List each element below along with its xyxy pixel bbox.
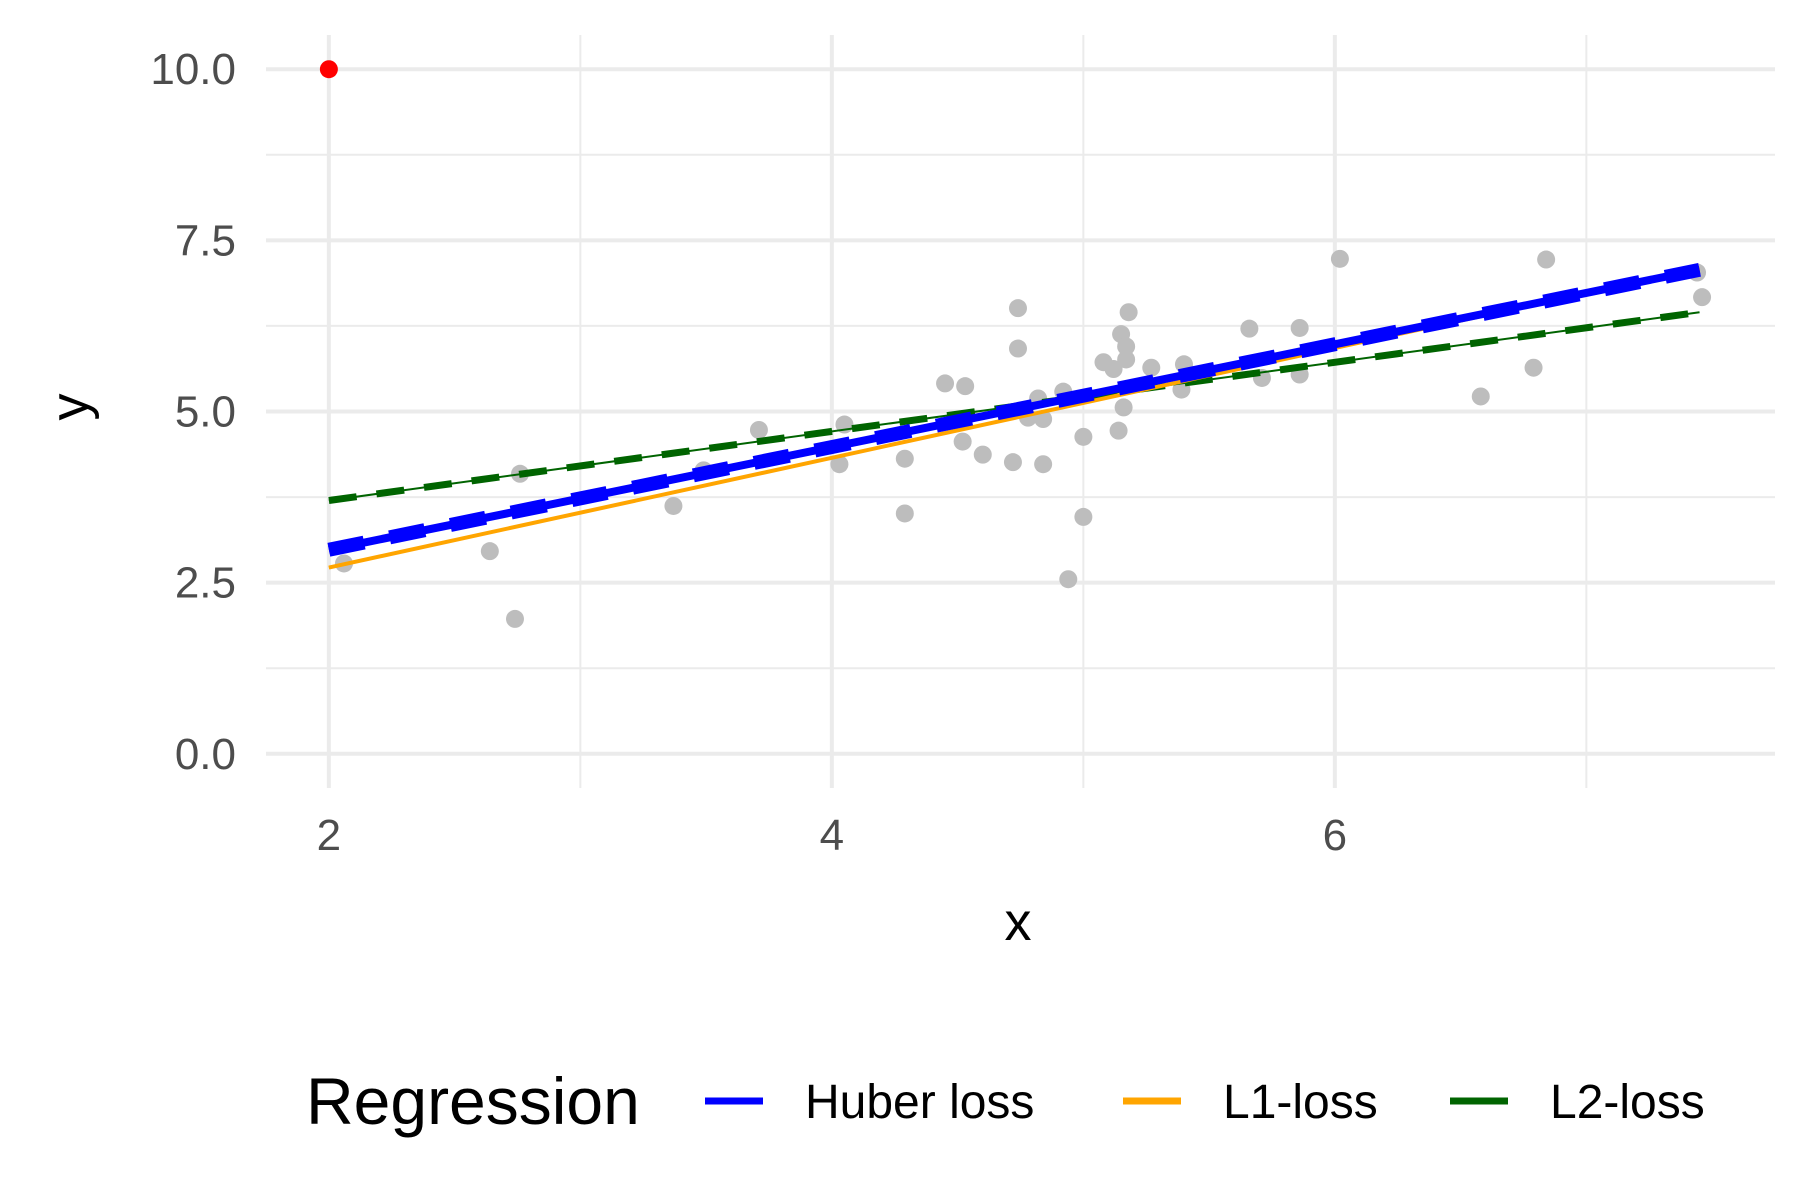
data-point (895, 449, 914, 468)
huber-loss-legend-label: Huber loss (805, 1076, 1034, 1129)
data-point (1104, 360, 1123, 379)
data-points (319, 60, 1712, 628)
legend-title: Regression (306, 1064, 640, 1138)
y-tick-label: 0.0 (175, 730, 236, 779)
data-point (1008, 339, 1027, 358)
data-point (1114, 398, 1133, 417)
x-tick-label: 6 (1323, 811, 1347, 860)
data-point (1119, 303, 1138, 322)
data-point (1693, 288, 1712, 307)
huber-loss-dashed-line (327, 262, 1701, 557)
data-point (1471, 387, 1490, 406)
legend: Regression Huber loss L1-loss L2-loss (306, 1064, 1705, 1138)
y-axis-title: y (40, 394, 100, 421)
y-tick-label: 5.0 (175, 388, 236, 437)
data-point (1330, 249, 1349, 268)
y-tick-label: 2.5 (175, 559, 236, 608)
data-point (1059, 570, 1078, 589)
data-point (1240, 319, 1259, 338)
data-point (1290, 318, 1309, 337)
x-tick-label: 2 (317, 811, 341, 860)
data-point (1117, 337, 1136, 356)
outlier-point (319, 60, 338, 79)
data-point (953, 432, 972, 451)
x-axis-title: x (1005, 892, 1032, 952)
data-point (936, 374, 955, 393)
data-point (480, 542, 499, 561)
data-point (956, 377, 975, 396)
legend-items: Huber loss L1-loss L2-loss (705, 1076, 1705, 1129)
data-point (973, 445, 992, 464)
data-point (505, 609, 524, 628)
y-axis-ticks: 0.0 2.5 5.0 7.5 10.0 (150, 45, 236, 779)
data-point (1524, 358, 1543, 377)
data-point (1074, 427, 1093, 446)
data-point (664, 496, 683, 515)
x-axis-ticks: 2 4 6 (317, 811, 1347, 860)
regression-lines (327, 262, 1701, 570)
data-point (1537, 250, 1556, 269)
y-tick-label: 7.5 (175, 216, 236, 265)
data-point (749, 420, 768, 439)
minor-gridlines (266, 35, 1775, 788)
data-point (1003, 453, 1022, 472)
data-point (1034, 455, 1053, 474)
l1-loss-legend-label: L1-loss (1223, 1076, 1378, 1129)
data-point (895, 504, 914, 523)
data-point (1074, 507, 1093, 526)
l2-loss-legend-label: L2-loss (1550, 1076, 1705, 1129)
data-point (1117, 350, 1136, 369)
data-point (1109, 421, 1128, 440)
data-point (1142, 358, 1161, 377)
data-point (830, 455, 849, 474)
y-tick-label: 10.0 (150, 45, 236, 94)
data-point (1008, 299, 1027, 318)
x-tick-label: 4 (820, 811, 844, 860)
